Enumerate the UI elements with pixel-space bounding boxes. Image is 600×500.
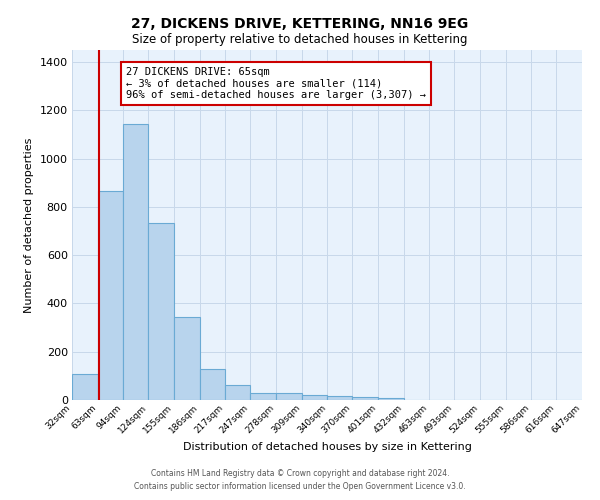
Bar <box>352 397 378 400</box>
Bar <box>200 368 226 400</box>
Text: Size of property relative to detached houses in Kettering: Size of property relative to detached ho… <box>132 32 468 46</box>
Bar <box>72 374 98 400</box>
Bar <box>250 393 276 400</box>
Text: 27, DICKENS DRIVE, KETTERING, NN16 9EG: 27, DICKENS DRIVE, KETTERING, NN16 9EG <box>131 18 469 32</box>
Bar <box>226 385 250 400</box>
Bar <box>124 124 148 400</box>
Bar <box>98 190 124 400</box>
Bar <box>148 223 174 400</box>
Bar <box>276 393 302 400</box>
Bar <box>174 317 200 400</box>
Bar <box>378 398 404 400</box>
Y-axis label: Number of detached properties: Number of detached properties <box>24 138 34 312</box>
Text: 27 DICKENS DRIVE: 65sqm
← 3% of detached houses are smaller (114)
96% of semi-de: 27 DICKENS DRIVE: 65sqm ← 3% of detached… <box>126 67 426 100</box>
Bar <box>328 396 352 400</box>
Bar <box>302 395 328 400</box>
Text: Contains HM Land Registry data © Crown copyright and database right 2024.
Contai: Contains HM Land Registry data © Crown c… <box>134 470 466 491</box>
X-axis label: Distribution of detached houses by size in Kettering: Distribution of detached houses by size … <box>182 442 472 452</box>
